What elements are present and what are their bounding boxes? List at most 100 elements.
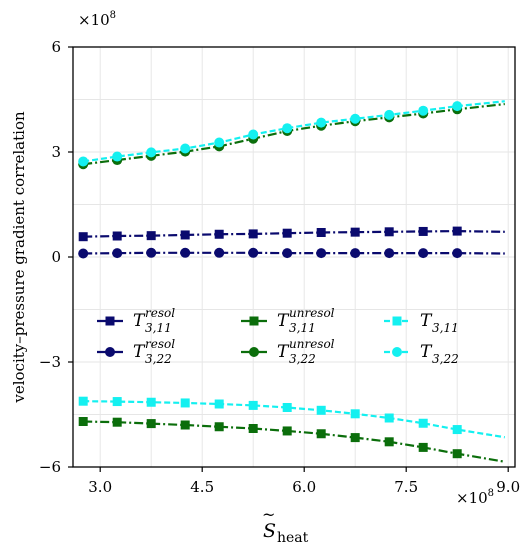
data-point	[214, 137, 225, 148]
data-point	[316, 228, 326, 237]
legend-marker	[249, 347, 259, 357]
data-point	[78, 232, 88, 242]
data-point	[112, 397, 122, 407]
data-point	[316, 117, 327, 128]
data-point	[384, 227, 394, 237]
legend-label-sup: unresol	[289, 337, 335, 351]
data-point	[214, 422, 224, 432]
data-point	[78, 156, 89, 167]
legend-label-sub: 3,22	[432, 352, 459, 366]
data-point	[180, 398, 190, 408]
data-point	[418, 442, 428, 452]
data-point	[180, 230, 190, 240]
legend-label-sub: 3,22	[145, 352, 172, 366]
legend-label-sub: 3,11	[432, 321, 459, 335]
legend-label-name: T	[277, 342, 290, 362]
x-tick-label: 7.5	[394, 478, 418, 496]
data-point	[452, 425, 462, 435]
data-point	[214, 229, 224, 239]
data-point	[350, 248, 361, 259]
legend-label-sup: unresol	[289, 306, 335, 320]
series-3	[78, 102, 505, 170]
legend-marker	[105, 347, 115, 357]
legend-marker	[392, 347, 402, 357]
data-point	[214, 247, 225, 258]
series-1	[78, 247, 505, 259]
data-point	[418, 418, 428, 428]
data-point	[418, 105, 429, 116]
data-point	[146, 231, 156, 241]
x-tick-label: 6.0	[292, 478, 316, 496]
data-point	[180, 247, 191, 258]
data-point	[452, 248, 463, 259]
y-tick-label: −3	[39, 353, 61, 371]
x-axis-label-main: S	[263, 520, 276, 542]
data-point	[248, 129, 259, 140]
legend-label-sub: 3,22	[289, 352, 316, 366]
data-point	[146, 247, 157, 258]
legend-marker	[392, 316, 402, 326]
data-point	[316, 248, 327, 259]
data-point	[384, 437, 394, 447]
y-tick-label: −6	[39, 458, 61, 476]
series-5	[78, 100, 505, 167]
x-axis-label: ~ S heat	[262, 505, 309, 546]
data-point	[384, 248, 395, 259]
y-tick-label: 3	[51, 143, 61, 161]
legend-label-sub: 3,11	[289, 321, 316, 335]
legend-label-name: T	[420, 342, 433, 362]
x-tick-label: 9.0	[496, 478, 520, 496]
x-axis-label-sub: heat	[277, 530, 309, 546]
legend-item-4: T 3,11	[384, 311, 459, 335]
data-point	[418, 248, 429, 259]
legend-marker	[249, 316, 259, 326]
legend-label-sub: 3,11	[145, 321, 172, 335]
x-tick-label: 4.5	[190, 478, 214, 496]
data-point	[146, 397, 156, 407]
data-point	[248, 424, 258, 433]
legend-label-sup: resol	[145, 337, 175, 351]
data-point	[350, 113, 361, 124]
y-multiplier: ×108	[78, 10, 116, 29]
data-point	[112, 248, 123, 259]
legend-label-name: T	[277, 311, 290, 331]
data-point	[282, 426, 292, 436]
legend-marker	[105, 316, 115, 326]
data-point	[452, 101, 463, 112]
series-layer	[78, 100, 505, 463]
data-point	[282, 403, 292, 412]
legend-label-name: T	[133, 311, 146, 331]
data-point	[146, 419, 156, 429]
data-point	[350, 433, 360, 443]
legend-item-5: T 3,22	[384, 342, 459, 366]
data-point	[112, 151, 123, 162]
data-point	[350, 227, 360, 237]
legend-label-name: T	[133, 342, 146, 362]
data-point	[452, 449, 462, 459]
data-point	[214, 399, 224, 409]
data-point	[180, 420, 190, 430]
axis-ticks: 3.0 4.5 6.0 7.5 9.0 −6 −3 0 3 6	[39, 38, 520, 496]
y-tick-label: 6	[51, 38, 61, 56]
series-line	[83, 229, 505, 238]
data-point	[248, 247, 259, 258]
x-multiplier: ×108	[456, 488, 494, 507]
data-point	[78, 248, 89, 259]
data-point	[282, 248, 293, 259]
data-point	[384, 413, 394, 423]
x-tick-label: 3.0	[88, 478, 112, 496]
data-point	[78, 396, 88, 406]
data-point	[180, 143, 191, 154]
y-tick-label: 0	[51, 248, 61, 266]
data-point	[384, 109, 395, 120]
data-point	[350, 409, 360, 419]
data-point	[282, 123, 293, 134]
series-4	[78, 396, 505, 439]
data-point	[78, 417, 88, 426]
